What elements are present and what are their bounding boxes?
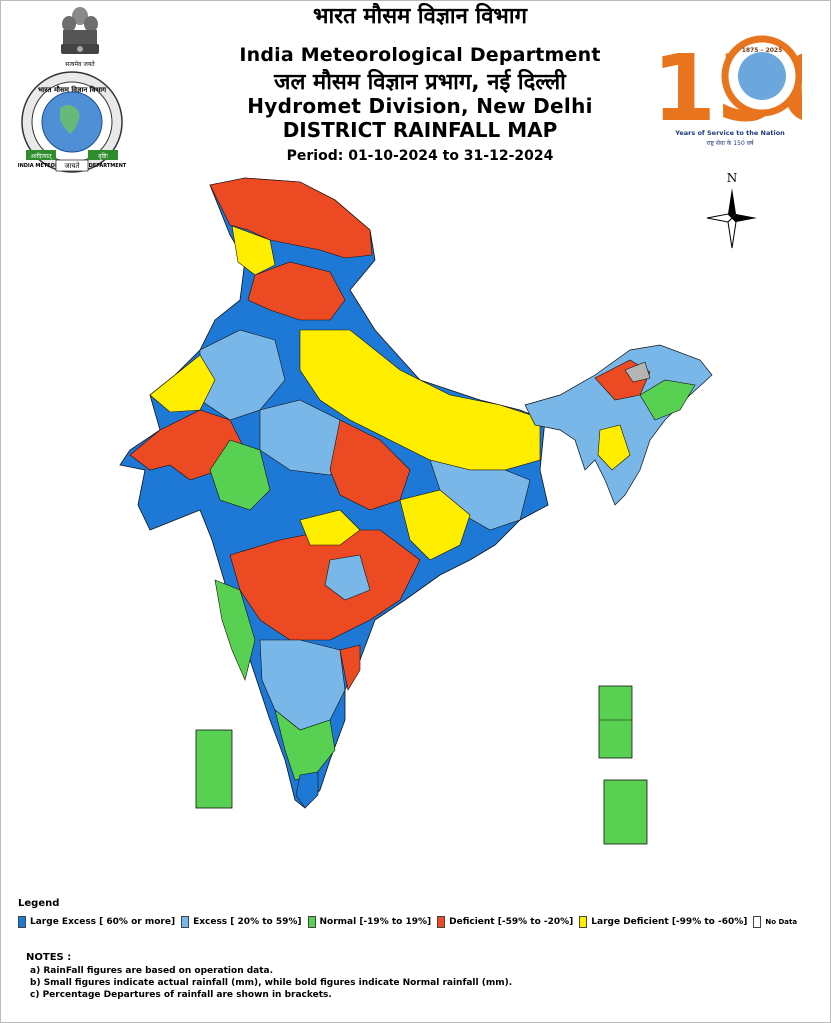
compass-north-label: N <box>727 171 738 185</box>
map-title: DISTRICT RAINFALL MAP <box>282 118 558 142</box>
legend-label-excess: Excess [ 20% to 59%] <box>193 917 302 927</box>
legend-swatch-large-excess <box>18 916 26 928</box>
region-mp-normal <box>209 439 271 511</box>
legend-label-large-deficient: Large Deficient [-99% to -60%] <box>591 917 748 927</box>
imd-ribbon-left: आदित्यात् <box>30 152 52 160</box>
legend-swatch-deficient <box>437 916 446 928</box>
legend-label-deficient: Deficient [-59% to -20%] <box>449 917 574 927</box>
national-emblem-icon: सत्यमेव जयते <box>61 7 99 68</box>
region-northeast-no-data <box>624 361 651 383</box>
nicobar-inset <box>603 779 648 845</box>
region-deccan-large-deficient <box>299 509 361 546</box>
legend-label-normal: Normal [-19% to 19%] <box>319 917 432 927</box>
emblem-motto: सत्यमेव जयते <box>65 60 95 68</box>
region-north-deficient <box>209 177 373 259</box>
header-english-dept: India Meteorological Department <box>239 44 601 66</box>
region-deccan-excess <box>324 554 371 601</box>
legend: Large Excess [ 60% or more] Excess [ 20%… <box>18 916 803 928</box>
anniversary-tagline-hindi: राष्ट्र सेवा के 150 वर्ष <box>707 139 755 147</box>
mainland-base <box>119 177 549 809</box>
anniversary-150-logo-icon: 150 1875 – 2025 Years of Service to the … <box>652 35 802 147</box>
anniversary-years: 1875 – 2025 <box>742 47 783 54</box>
north-arrow-icon: N <box>706 171 757 249</box>
note-b: b) Small figures indicate actual rainfal… <box>30 978 513 988</box>
notes-title: NOTES : <box>26 952 72 963</box>
legend-swatch-excess <box>181 916 190 928</box>
region-northeast-large-deficient <box>597 424 631 471</box>
legend-item-large-excess: Large Excess [ 60% or more] <box>18 916 175 928</box>
imd-ribbon-right: वृष्टिः <box>98 152 108 160</box>
region-rajasthan-large-deficient <box>149 354 216 413</box>
india-district-rainfall-map <box>119 177 713 845</box>
legend-swatch-no-data <box>753 916 762 928</box>
region-tn-mixed <box>295 771 319 809</box>
legend-swatch-large-deficient <box>579 916 588 928</box>
imd-logo-icon: भारत मौसम विज्ञान विभाग INDIA METEOROLOG… <box>18 71 127 173</box>
lakshadweep-inset <box>195 729 233 809</box>
note-c: c) Percentage Departures of rainfall are… <box>30 990 332 1000</box>
imd-logo-top-text: भारत मौसम विज्ञान विभाग <box>38 85 107 94</box>
legend-label-no-data: No Data <box>765 918 798 926</box>
legend-item-no-data: No Data <box>753 916 797 928</box>
region-jk-mixed <box>231 225 276 276</box>
anniversary-tagline: Years of Service to the Nation <box>674 129 785 137</box>
legend-swatch-normal <box>307 916 316 928</box>
andaman-inset <box>598 685 633 759</box>
legend-item-large-deficient: Large Deficient [-99% to -60%] <box>579 916 747 928</box>
region-south-deficient <box>339 644 361 691</box>
imd-ribbon-center: जायते <box>64 161 80 170</box>
legend-label-large-excess: Large Excess [ 60% or more] <box>30 917 176 927</box>
header-hindi-division: जल मौसम विज्ञान प्रभाग, नई दिल्ली <box>274 70 566 95</box>
note-a: a) RainFall figures are based on operati… <box>30 966 274 976</box>
map-period: Period: 01-10-2024 to 31-12-2024 <box>286 148 554 164</box>
legend-item-excess: Excess [ 20% to 59%] <box>181 916 302 928</box>
legend-title: Legend <box>18 898 60 909</box>
header-english-division: Hydromet Division, New Delhi <box>247 94 593 118</box>
legend-item-deficient: Deficient [-59% to -20%] <box>437 916 573 928</box>
header-hindi-dept: भारत मौसम विज्ञान विभाग <box>313 4 527 29</box>
region-central-deficient <box>329 419 411 511</box>
region-odisha-large-deficient <box>399 489 471 561</box>
region-hp-deficient <box>247 261 346 321</box>
legend-item-normal: Normal [-19% to 19%] <box>307 916 432 928</box>
region-northeast-normal <box>639 379 696 421</box>
region-south-normal <box>274 709 336 781</box>
region-rajasthan-excess <box>199 329 286 421</box>
region-west-coast-normal <box>214 579 256 681</box>
